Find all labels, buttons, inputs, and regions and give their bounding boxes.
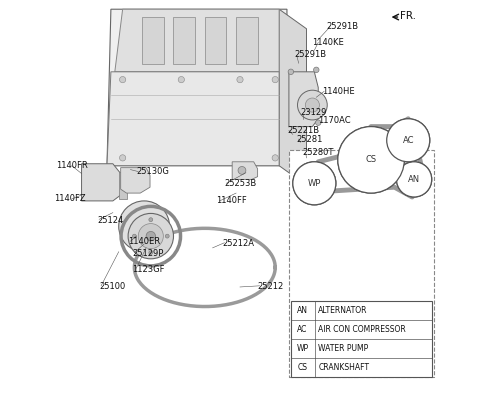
Circle shape [272, 76, 278, 83]
Text: CS: CS [298, 363, 308, 372]
Circle shape [387, 119, 430, 162]
Circle shape [293, 162, 336, 205]
Polygon shape [82, 164, 120, 201]
Text: AN: AN [297, 306, 308, 315]
Circle shape [146, 231, 156, 241]
Circle shape [237, 76, 243, 83]
Polygon shape [107, 72, 279, 166]
Text: WATER PUMP: WATER PUMP [318, 344, 369, 353]
Text: ALTERNATOR: ALTERNATOR [318, 306, 368, 315]
Text: 25291B: 25291B [295, 50, 327, 59]
Text: 1140FR: 1140FR [56, 161, 88, 170]
Text: 1123GF: 1123GF [132, 265, 165, 274]
Circle shape [293, 162, 336, 205]
Circle shape [338, 126, 404, 193]
Text: 1140FZ: 1140FZ [54, 195, 86, 203]
Text: WP: WP [308, 179, 321, 188]
Polygon shape [107, 9, 287, 166]
Text: CRANKSHAFT: CRANKSHAFT [318, 363, 369, 372]
Text: WP: WP [308, 179, 321, 188]
Circle shape [149, 251, 153, 255]
Text: 25100: 25100 [99, 282, 125, 292]
Circle shape [149, 218, 153, 222]
Circle shape [128, 214, 173, 259]
Bar [289, 150, 433, 377]
Text: 25212: 25212 [258, 282, 284, 292]
Circle shape [387, 119, 430, 162]
Text: 1140FF: 1140FF [216, 197, 247, 205]
Bar [236, 17, 258, 64]
Text: 1140KE: 1140KE [312, 38, 344, 47]
Text: 1140HE: 1140HE [322, 87, 355, 96]
Text: AIR CON COMPRESSOR: AIR CON COMPRESSOR [318, 325, 406, 334]
Text: AC: AC [402, 136, 414, 145]
Circle shape [298, 90, 327, 120]
Text: AN: AN [408, 175, 420, 184]
Text: AC: AC [402, 136, 414, 145]
Circle shape [313, 67, 319, 72]
Polygon shape [279, 9, 307, 185]
Circle shape [119, 201, 169, 252]
Polygon shape [119, 171, 127, 199]
Circle shape [315, 120, 321, 125]
Circle shape [178, 76, 184, 83]
Text: AC: AC [298, 325, 308, 334]
Bar [173, 17, 195, 64]
Circle shape [305, 98, 319, 112]
Polygon shape [232, 162, 258, 179]
Circle shape [138, 224, 163, 249]
Text: AN: AN [408, 175, 420, 184]
Text: 1170AC: 1170AC [318, 116, 351, 125]
Text: 1140ER: 1140ER [129, 238, 161, 247]
Circle shape [165, 234, 169, 238]
Polygon shape [115, 9, 279, 72]
Text: 25281: 25281 [297, 135, 323, 143]
Bar [205, 17, 226, 64]
Circle shape [238, 167, 246, 174]
Text: 25280T: 25280T [302, 147, 334, 156]
Circle shape [120, 155, 126, 161]
Text: 25291B: 25291B [326, 22, 358, 31]
Text: 25124: 25124 [97, 216, 123, 225]
Text: FR.: FR. [400, 11, 417, 21]
Polygon shape [120, 168, 150, 193]
Text: 23129: 23129 [300, 108, 327, 117]
Circle shape [396, 162, 432, 197]
Polygon shape [289, 72, 318, 126]
Circle shape [132, 234, 136, 238]
Text: 25130G: 25130G [136, 167, 169, 176]
Text: 25221B: 25221B [287, 126, 319, 135]
Circle shape [272, 155, 278, 161]
Circle shape [338, 126, 404, 193]
Circle shape [120, 76, 126, 83]
Text: CS: CS [365, 155, 377, 164]
Circle shape [396, 162, 432, 197]
Text: CS: CS [365, 155, 377, 164]
Text: 25253B: 25253B [224, 179, 257, 188]
Bar [291, 301, 432, 377]
Text: WP: WP [297, 344, 309, 353]
Circle shape [288, 69, 294, 74]
Bar [142, 17, 164, 64]
Text: 25129P: 25129P [132, 249, 164, 258]
Text: 25212A: 25212A [222, 240, 254, 249]
